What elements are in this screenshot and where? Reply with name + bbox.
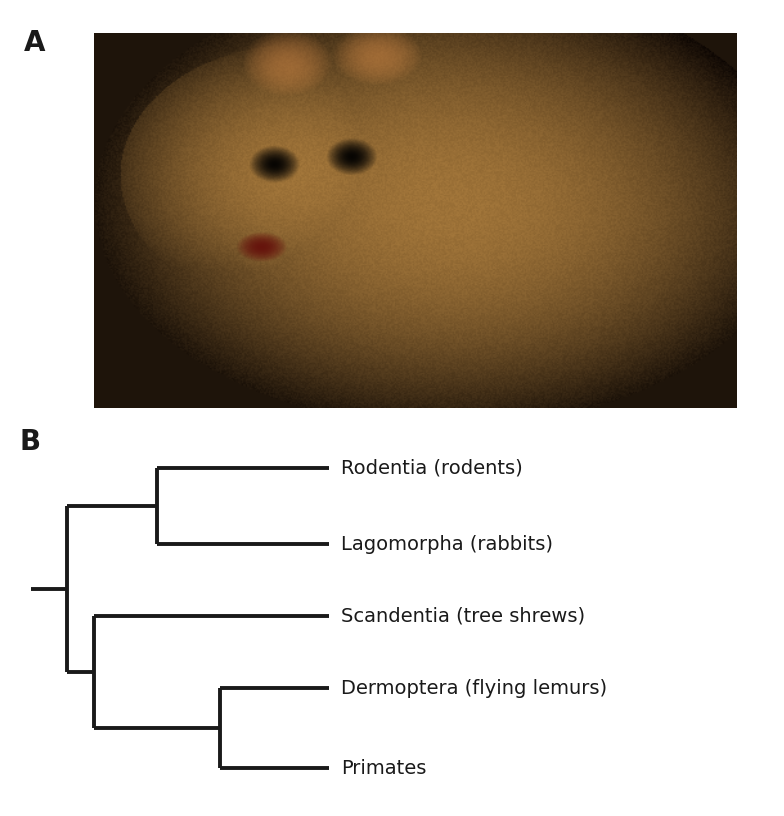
- Text: Lagomorpha (rabbits): Lagomorpha (rabbits): [341, 534, 553, 553]
- Text: A: A: [24, 29, 45, 56]
- Text: Rodentia (rodents): Rodentia (rodents): [341, 459, 523, 477]
- Text: Primates: Primates: [341, 759, 426, 778]
- Text: Dermoptera (flying lemurs): Dermoptera (flying lemurs): [341, 679, 607, 698]
- Text: B: B: [20, 428, 41, 456]
- Text: Scandentia (tree shrews): Scandentia (tree shrews): [341, 606, 585, 626]
